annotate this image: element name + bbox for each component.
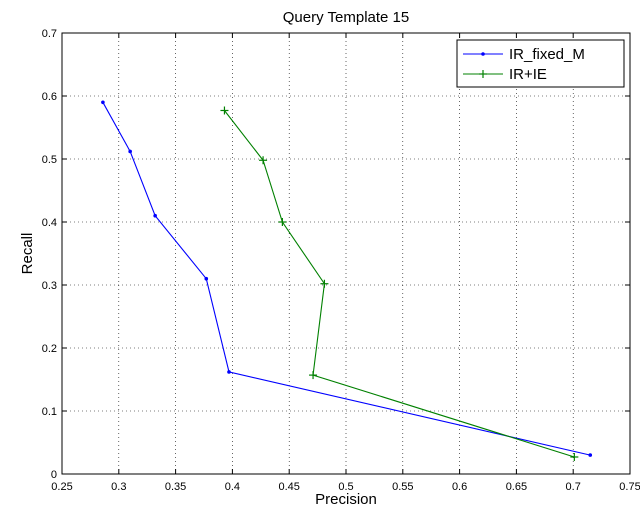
chart-title: Query Template 15	[283, 9, 409, 26]
x-tick-label: 0.5	[338, 481, 353, 493]
legend-items: IR_fixed_M IR+IE	[463, 46, 585, 83]
axis-ticks: 0.25 0.3 0.35 0.4 0.45 0.5 0.55 0.6 0.65 0.7 0.75 0…	[42, 28, 640, 493]
x-tick-label: 0.75	[619, 481, 640, 493]
grid	[62, 33, 630, 474]
series-line	[102, 102, 591, 456]
data-point	[227, 370, 231, 374]
data-point	[259, 156, 268, 165]
data-point	[128, 149, 132, 154]
data-point	[588, 453, 593, 457]
legend-marker	[479, 70, 487, 78]
y-tick-label: 0	[51, 469, 57, 481]
x-tick-label: 0.35	[165, 481, 186, 493]
y-tick-label: 0.7	[42, 28, 57, 40]
legend-label: IR+IE	[509, 66, 547, 83]
data-point	[101, 100, 105, 105]
legend-item-1: IR_fixed_M	[463, 46, 585, 63]
series-2	[220, 106, 579, 461]
x-tick-label: 0.3	[111, 481, 126, 493]
data-point	[220, 106, 229, 115]
data-point	[309, 371, 318, 380]
x-tick-label: 0.55	[392, 481, 413, 493]
y-tick-label: 0.3	[42, 280, 57, 292]
x-axis-title: Precision	[315, 491, 377, 508]
legend-box	[456, 39, 625, 88]
legend-marker	[481, 52, 485, 56]
data-point	[278, 218, 287, 226]
y-tick-label: 0.4	[42, 217, 57, 229]
series	[101, 100, 593, 461]
series-line	[224, 110, 575, 458]
x-tick-label: 0.6	[452, 481, 467, 493]
y-tick-label: 0.5	[42, 154, 57, 166]
legend-item-2: IR+IE	[463, 66, 547, 83]
y-tick-label: 0.2	[42, 343, 57, 355]
series-1	[101, 100, 593, 457]
legend-label: IR_fixed_M	[509, 46, 585, 63]
y-tick-label: 0.1	[42, 406, 57, 418]
data-point	[204, 276, 209, 281]
x-tick-label: 0.4	[225, 481, 240, 493]
y-tick-label: 0.6	[42, 91, 57, 103]
data-point	[153, 213, 157, 218]
data-point	[320, 279, 329, 288]
y-axis-title: Recall	[19, 233, 36, 275]
x-tick-label: 0.45	[278, 481, 299, 493]
x-tick-label: 0.25	[51, 481, 72, 493]
x-tick-label: 0.7	[566, 481, 581, 493]
legend: IR_fixed_M IR+IE	[456, 39, 625, 88]
x-tick-label: 0.65	[506, 481, 527, 493]
data-point	[570, 452, 579, 461]
